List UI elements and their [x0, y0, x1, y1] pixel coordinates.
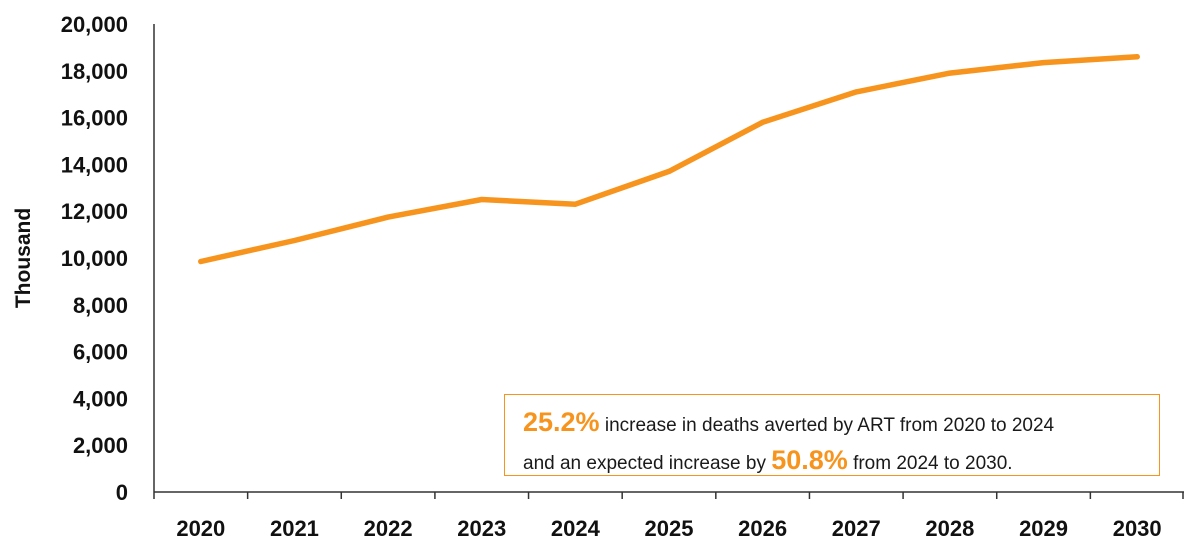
y-tick-label: 6,000: [73, 340, 128, 365]
x-tick-label: 2022: [364, 516, 413, 541]
y-tick-label: 12,000: [61, 199, 128, 224]
annotation-box: 25.2% increase in deaths averted by ART …: [504, 394, 1160, 476]
annotation-highlight-2: 50.8%: [771, 445, 848, 475]
x-tick-label: 2027: [832, 516, 881, 541]
annotation-text-3: from 2024 to 2030.: [847, 453, 1013, 474]
annotation-highlight-1: 25.2%: [523, 407, 600, 437]
y-tick-label: 18,000: [61, 59, 128, 84]
y-axis: 0 2,000 4,000 6,000 8,000 10,000 12,000 14,000 1…: [61, 12, 155, 505]
series-group: [198, 54, 1140, 265]
y-tick-label: 14,000: [61, 152, 128, 177]
annotation-line-1: 25.2% increase in deaths averted by ART …: [523, 405, 1141, 443]
data-point: [666, 168, 672, 174]
y-tick-label: 4,000: [73, 386, 128, 411]
x-tick-label: 2028: [925, 516, 974, 541]
data-point: [760, 119, 766, 125]
y-tick-label: 2,000: [73, 433, 128, 458]
x-tick-label: 2030: [1113, 516, 1162, 541]
y-tick-label: 0: [116, 480, 128, 505]
annotation-text-1: increase in deaths averted by ART from 2…: [599, 415, 1055, 436]
x-tick-label: 2026: [738, 516, 787, 541]
x-tick-label: 2020: [176, 516, 225, 541]
y-tick-label: 16,000: [61, 106, 128, 131]
x-tick-label: 2029: [1019, 516, 1068, 541]
annotation-line-2: and an expected increase by 50.8% from 2…: [523, 443, 1141, 481]
x-tick-label: 2024: [551, 516, 601, 541]
series-line: [198, 54, 1140, 265]
data-point: [291, 237, 297, 243]
y-axis-title: Thousand: [12, 208, 35, 308]
data-point: [385, 214, 391, 220]
data-point: [479, 197, 485, 202]
annotation-text-2: and an expected increase by: [523, 453, 772, 474]
data-point: [572, 201, 578, 207]
data-point: [1134, 54, 1140, 60]
data-point: [947, 70, 953, 76]
y-tick-label: 8,000: [73, 293, 128, 318]
data-point: [853, 89, 859, 95]
data-point: [198, 259, 204, 265]
x-tick-label: 2021: [270, 516, 319, 541]
data-point: [1041, 60, 1047, 66]
y-tick-label: 20,000: [61, 12, 128, 37]
x-axis: 2020 2021 2022 2023 2024 2025 2026 2027 2028 2029…: [153, 491, 1184, 541]
x-tick-label: 2023: [457, 516, 506, 541]
x-tick-label: 2025: [645, 516, 694, 541]
y-tick-label: 10,000: [61, 246, 128, 271]
